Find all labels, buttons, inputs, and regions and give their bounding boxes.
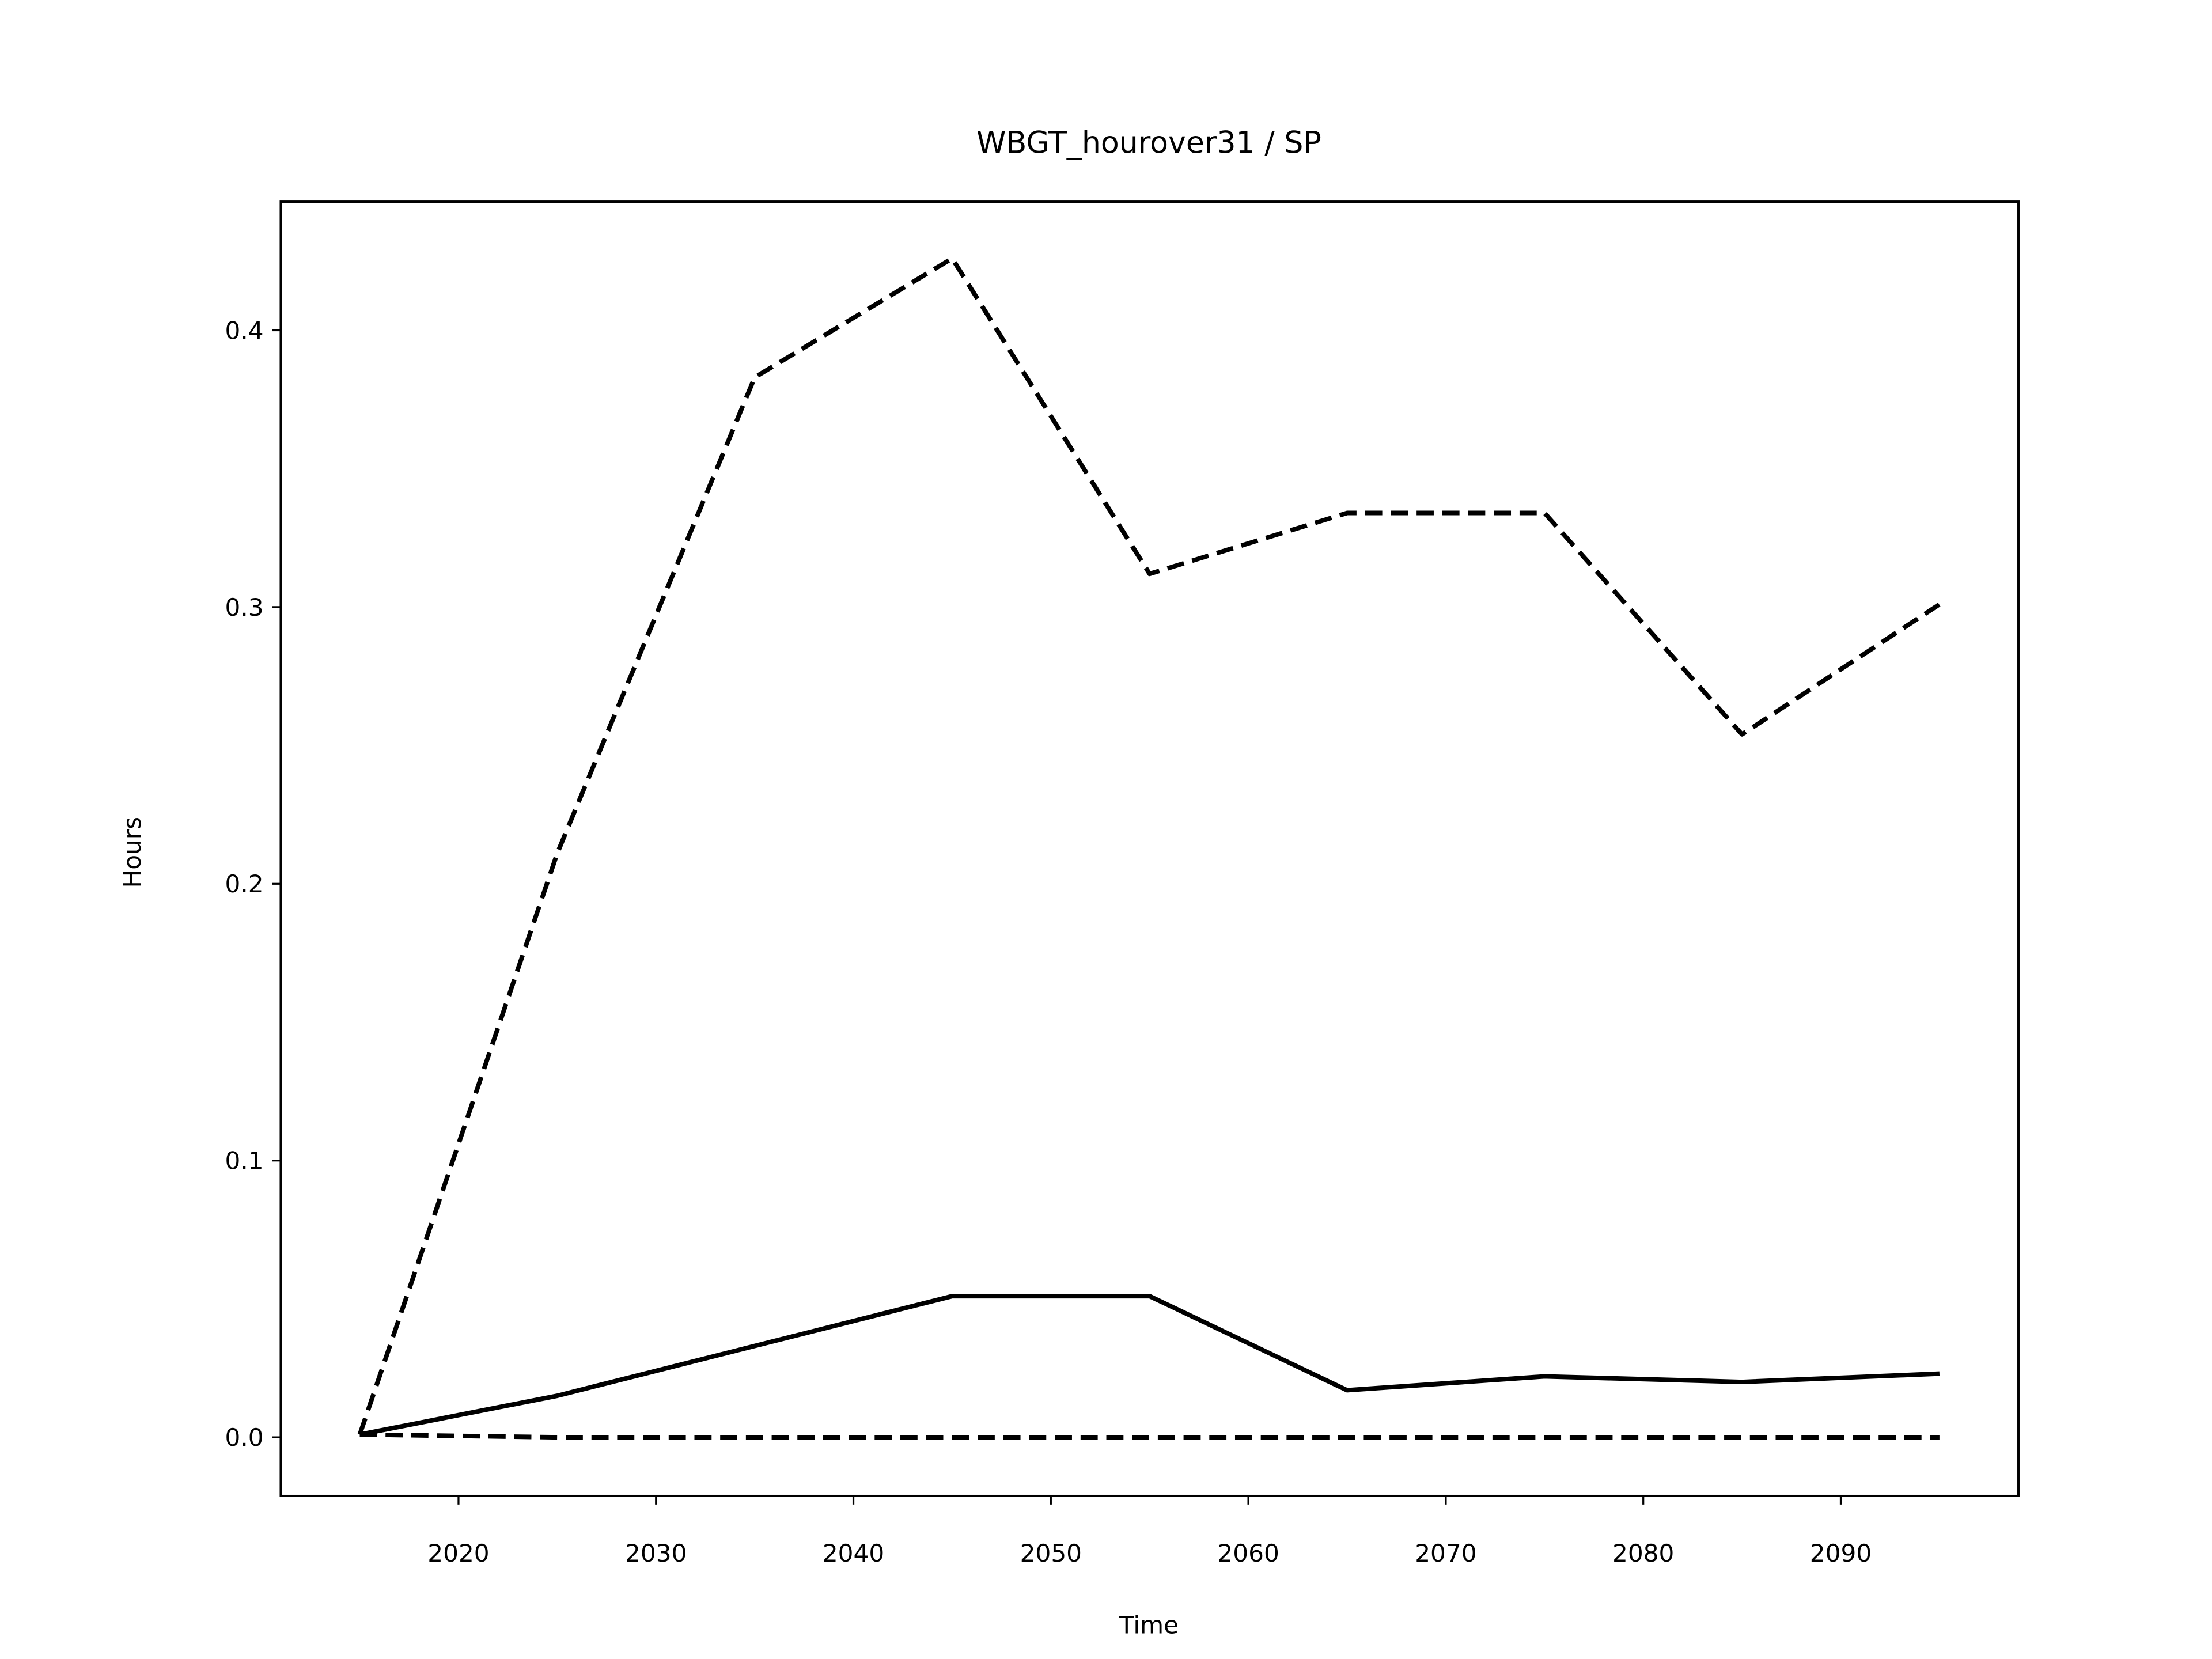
x-axis-label: Time [1119,1611,1179,1639]
y-tick-label: 0.2 [225,870,264,898]
x-tick-label: 2070 [1415,1539,1476,1567]
chart-title: WBGT_hourover31 / SP [976,126,1321,161]
data-line [359,1294,1940,1437]
x-tick-label: 2080 [1612,1539,1674,1567]
x-tick-label: 2060 [1217,1539,1279,1567]
y-tick-label: 0.3 [225,593,264,622]
x-tick-label: 2050 [1020,1539,1082,1567]
y-axis-label: Hours [118,817,146,888]
data-line [357,256,1941,1435]
x-tick-label: 2040 [823,1539,884,1567]
x-tick-label: 2020 [427,1539,489,1567]
x-tick-label: 2030 [625,1539,687,1567]
plot-frame [279,200,2020,1497]
y-tick-label: 0.1 [225,1147,264,1175]
x-tick-label: 2090 [1810,1539,1872,1567]
y-tick-label: 0.0 [225,1423,264,1452]
y-tick-label: 0.4 [225,316,264,344]
data-line [359,1432,1940,1440]
